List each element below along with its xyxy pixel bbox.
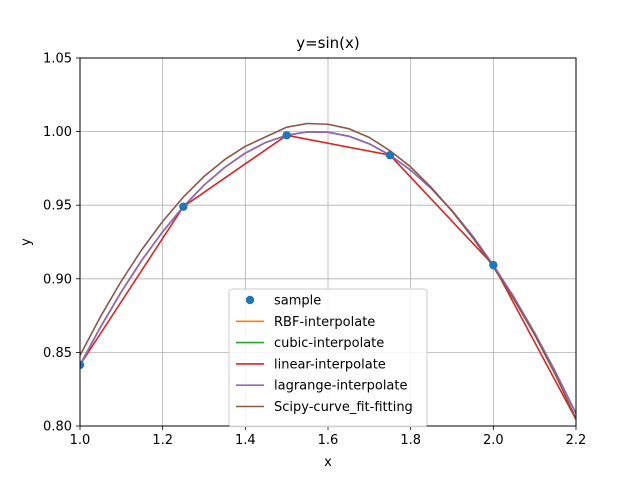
series-sample-point	[282, 131, 291, 140]
legend-label-linear-interpolate: linear-interpolate	[274, 357, 386, 372]
series-layer	[80, 122, 576, 420]
x-tick-label: 1.0	[70, 433, 91, 448]
legend-marker-sample	[245, 295, 255, 305]
y-tick-label: 0.85	[43, 346, 72, 361]
y-axis-label: y	[19, 238, 34, 246]
x-tick-label: 1.6	[318, 433, 339, 448]
legend-label-rbf-interpolate: RBF-interpolate	[274, 315, 375, 330]
series-sample-point	[385, 150, 395, 160]
y-tick-label: 1.00	[43, 125, 72, 140]
chart-title: y=sin(x)	[296, 34, 360, 52]
legend-label-sample: sample	[274, 294, 321, 309]
legend: sample RBF-interpolate cubic-interpolate li…	[228, 288, 428, 428]
series-sample-point	[80, 360, 85, 370]
plot-area	[80, 122, 576, 420]
series-sample-point	[179, 202, 188, 211]
x-tick-label: 2.0	[483, 433, 504, 448]
x-tick-label: 2.2	[566, 433, 587, 448]
y-tick-label: 0.80	[43, 420, 72, 435]
series-sample-point	[489, 260, 498, 270]
x-tick-label: 1.8	[400, 433, 421, 448]
y-tick-label: 0.90	[43, 272, 72, 287]
x-axis-label: x	[324, 455, 332, 470]
legend-label-scipy-curve-fit-fitting: Scipy-curve_fit-fitting	[274, 400, 413, 415]
axis-ticks: 1.0 1.2 1.4 1.6 1.8 2.0 2.2 0.80 0.85 0.90 0.95 1.0…	[43, 52, 586, 449]
y-tick-label: 1.05	[43, 52, 72, 67]
x-tick-label: 1.2	[152, 433, 173, 448]
series-linear-interpolate-line	[80, 134, 576, 420]
legend-label-lagrange-interpolate: lagrange-interpolate	[274, 379, 408, 394]
legend-box	[228, 288, 428, 428]
y-tick-label: 0.95	[43, 199, 72, 214]
x-tick-label: 1.4	[235, 433, 256, 448]
legend-label-cubic-interpolate: cubic-interpolate	[274, 336, 384, 351]
